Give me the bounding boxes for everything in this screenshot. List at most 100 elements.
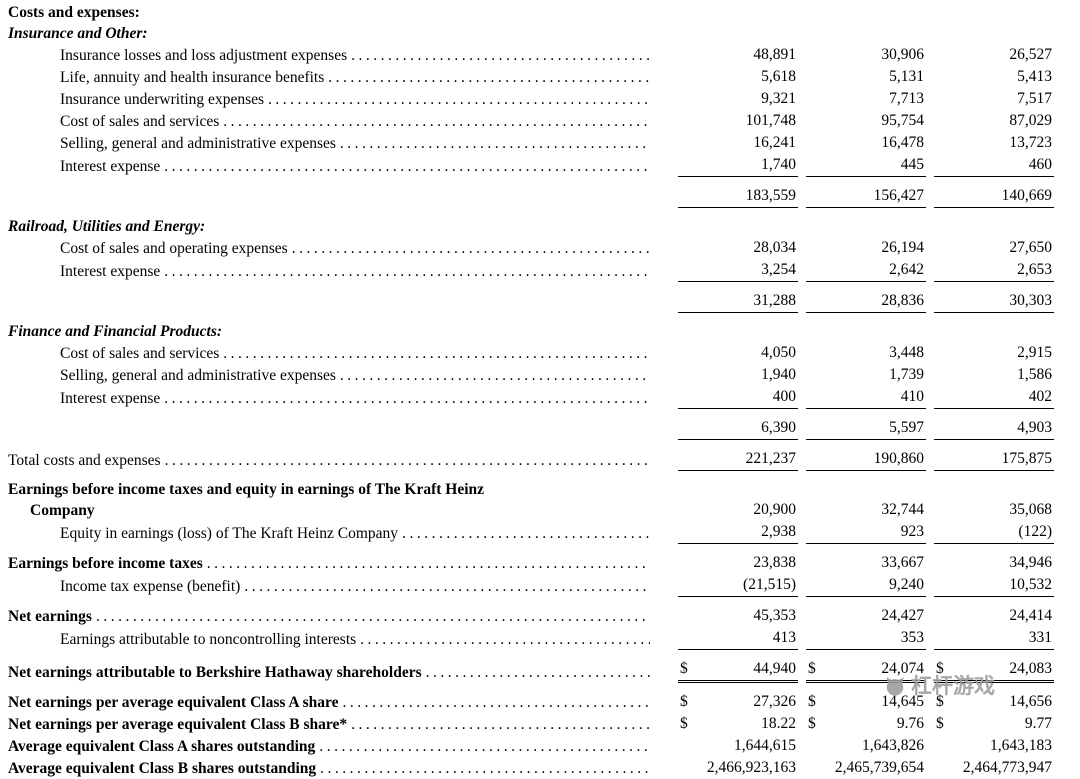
row-label-cell: Earnings before income taxes (8, 553, 670, 574)
table-row: Insurance losses and loss adjustment exp… (8, 44, 1054, 66)
dot-leader (340, 133, 650, 154)
value-col-2: 9,240 (806, 574, 926, 597)
table-row: Net earnings per average equivalent Clas… (8, 691, 1054, 713)
value-1: 2,466,923,163 (706, 759, 796, 776)
value-col-1: 5,618 (678, 66, 798, 88)
value-col-3: 2,464,773,947 (934, 757, 1054, 779)
watermark: 杠杆游戏 (884, 674, 995, 698)
value-col-2: $ 14,645 (806, 691, 926, 713)
table-row: Railroad, Utilities and Energy: (8, 216, 1054, 237)
table-row: 31,288 28,836 30,303 (8, 290, 1054, 313)
table-row: Selling, general and administrative expe… (8, 364, 1054, 386)
value-1: 1,740 (761, 156, 796, 173)
value-col-3: 460 (934, 154, 1054, 177)
table-row: Net earnings 45,353 24,427 24,414 (8, 605, 1054, 627)
row-label-cell: Equity in earnings (loss) of The Kraft H… (8, 523, 670, 544)
value-1: 23,838 (753, 554, 796, 571)
value-col-1: 9,321 (678, 88, 798, 110)
table-row: Finance and Financial Products: (8, 321, 1054, 342)
value-1: 400 (772, 388, 796, 405)
value-col-3: $ 24,083 (934, 658, 1054, 683)
table-row: Insurance and Other: (8, 23, 1054, 44)
dot-leader (244, 576, 650, 597)
value-2: 5,131 (889, 68, 924, 85)
value-1: 101,748 (745, 112, 796, 129)
dot-leader (223, 111, 650, 132)
value-col-1: 413 (678, 627, 798, 650)
dot-leader (402, 523, 650, 544)
table-row: 183,559 156,427 140,669 (8, 185, 1054, 208)
value-2: 95,754 (881, 112, 924, 129)
value-col-3: 10,532 (934, 574, 1054, 597)
value-2: 7,713 (889, 90, 924, 107)
value-1: 183,559 (745, 187, 796, 204)
value-3: 331 (1028, 629, 1052, 646)
row-label-cell: Insurance and Other: (8, 23, 670, 44)
row-label-cell: Life, annuity and health insurance benef… (8, 67, 670, 88)
value-3: 2,915 (1017, 344, 1052, 361)
value-3: 34,946 (1009, 554, 1052, 571)
row-label: Selling, general and administrative expe… (60, 135, 336, 152)
value-col-2: 33,667 (806, 552, 926, 574)
value-col-1: 183,559 (678, 185, 798, 208)
value-col-2: 353 (806, 627, 926, 650)
value-col-3: 26,527 (934, 44, 1054, 66)
value-3: 140,669 (1001, 187, 1052, 204)
value-1: 28,034 (753, 239, 796, 256)
value-col-1: $ 18.22 (678, 713, 798, 735)
dot-leader (164, 388, 650, 409)
table-row: Earnings attributable to noncontrolling … (8, 627, 1054, 650)
dot-leader (343, 692, 650, 713)
dot-leader (292, 238, 650, 259)
row-label: Insurance underwriting expenses (60, 91, 265, 108)
value-3: 5,413 (1017, 68, 1052, 85)
value-2: 3,448 (889, 344, 924, 361)
value-3: 24,083 (1009, 660, 1052, 677)
value-3: 1,643,183 (990, 737, 1052, 754)
table-row: Earnings before income taxes 23,838 33,6… (8, 552, 1054, 574)
value-col-3: 87,029 (934, 110, 1054, 132)
value-col-1: (21,515) (678, 574, 798, 597)
currency-symbol: $ (808, 660, 816, 677)
row-label-cell: Net earnings attributable to Berkshire H… (8, 662, 670, 683)
value-3: 14,656 (1009, 693, 1052, 710)
row-label: Net earnings per average equivalent Clas… (8, 716, 348, 733)
value-3: 87,029 (1009, 112, 1052, 129)
table-row: Net earnings attributable to Berkshire H… (8, 658, 1054, 683)
value-3: (122) (1018, 523, 1052, 540)
row-label-cell: Costs and expenses: (8, 2, 670, 23)
value-1: 1,644,615 (734, 737, 796, 754)
value-col-1: 6,390 (678, 417, 798, 440)
value-col-2: 445 (806, 154, 926, 177)
row-label: Earnings before income taxes and equity … (8, 481, 485, 519)
row-label-cell: Insurance losses and loss adjustment exp… (8, 45, 670, 66)
value-col-3: 7,517 (934, 88, 1054, 110)
row-label: Interest expense (60, 158, 161, 175)
value-3: 26,527 (1009, 46, 1052, 63)
value-1: 2,938 (761, 523, 796, 540)
table-row: Average equivalent Class B shares outsta… (8, 757, 1054, 779)
value-col-3: $ 9.77 (934, 713, 1054, 735)
value-3: 9.77 (1024, 715, 1052, 732)
value-3: 13,723 (1009, 134, 1052, 151)
value-col-2: 410 (806, 386, 926, 409)
value-col-1: 23,838 (678, 552, 798, 574)
value-1: 9,321 (761, 90, 796, 107)
dot-leader (319, 736, 650, 757)
watermark-text: 杠杆游戏 (911, 674, 995, 698)
table-row: Earnings before income taxes and equity … (8, 479, 1054, 521)
currency-symbol: $ (680, 693, 688, 710)
table-row: Income tax expense (benefit) (21,515) 9,… (8, 574, 1054, 597)
value-col-3: 34,946 (934, 552, 1054, 574)
row-label: Finance and Financial Products: (8, 323, 223, 340)
table-row: Cost of sales and services 4,050 3,448 2… (8, 342, 1054, 364)
value-3: 402 (1028, 388, 1052, 405)
currency-symbol: $ (680, 715, 688, 732)
row-label-cell: Interest expense (8, 156, 670, 177)
value-col-1: 2,466,923,163 (678, 757, 798, 779)
value-1: 18.22 (761, 715, 796, 732)
dot-leader (360, 629, 650, 650)
value-col-3: 24,414 (934, 605, 1054, 627)
table-row: Life, annuity and health insurance benef… (8, 66, 1054, 88)
